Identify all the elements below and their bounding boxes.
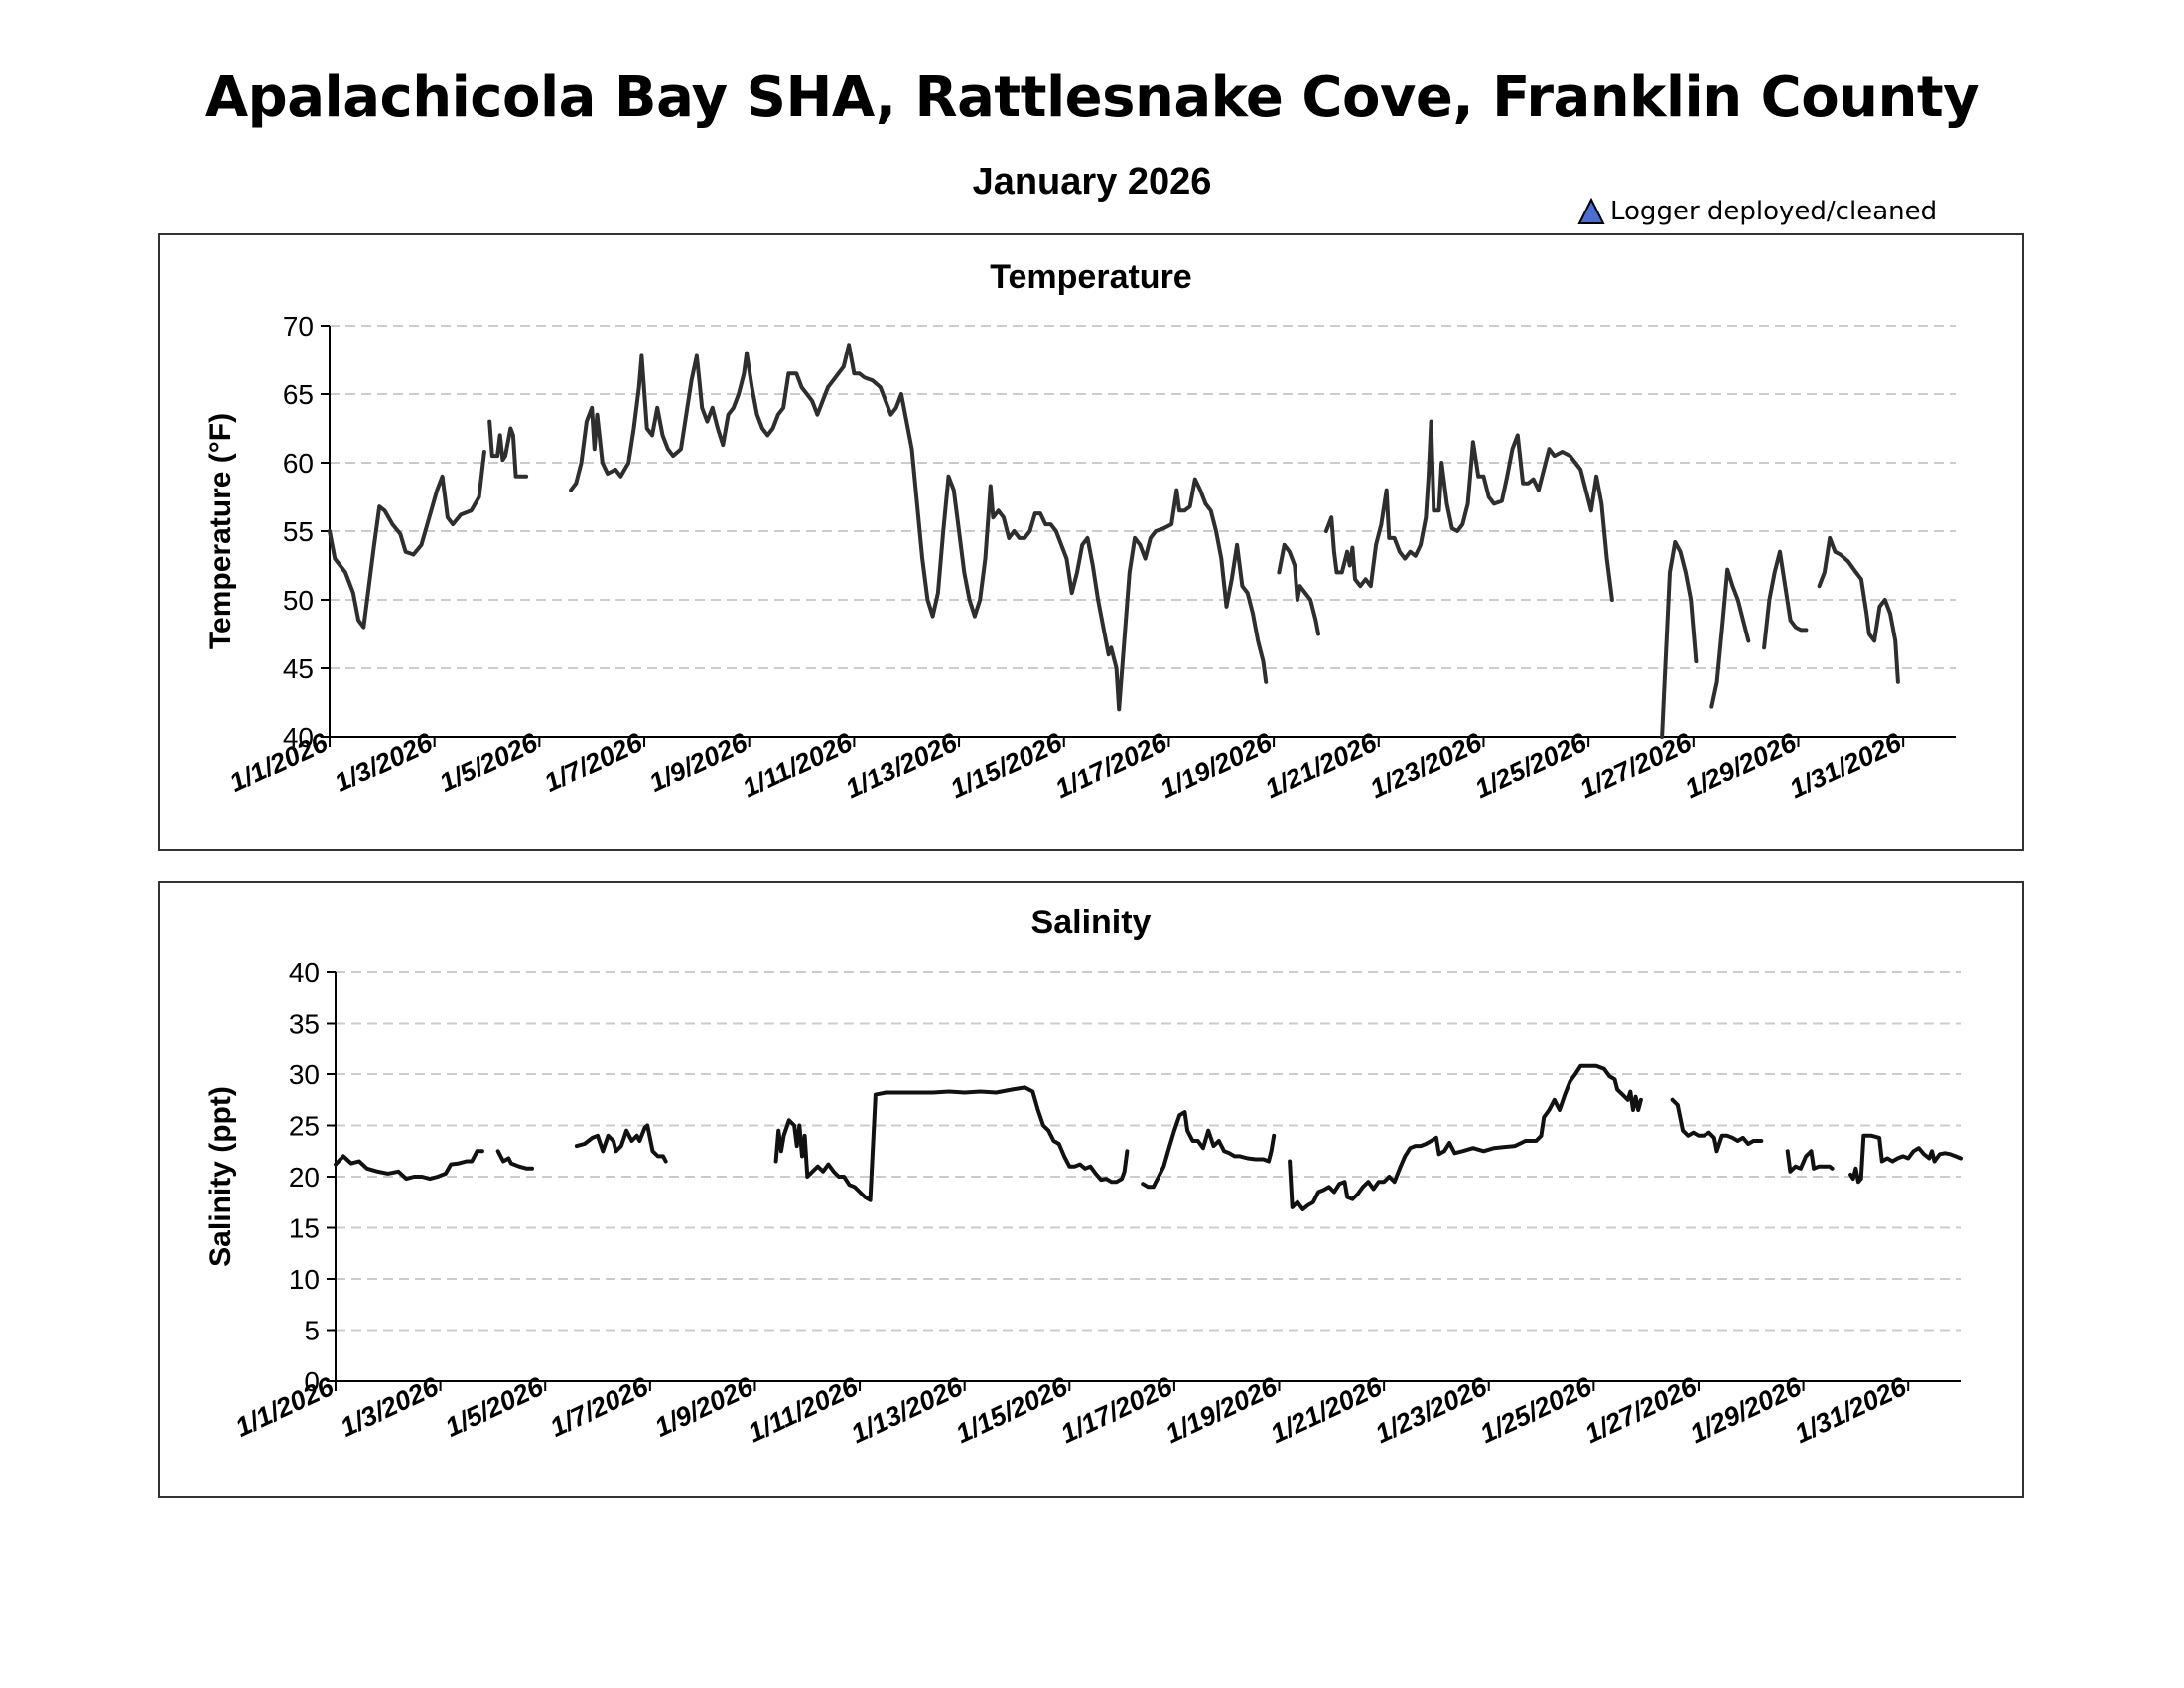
x-tick-label: 1/19/2026 bbox=[1161, 1371, 1283, 1449]
x-tick-label: 1/17/2026 bbox=[1056, 1371, 1177, 1449]
legend: Logger deployed/cleaned bbox=[1576, 195, 1937, 228]
x-tick-label: 1/25/2026 bbox=[1470, 727, 1591, 804]
page-title: Apalachicola Bay SHA, Rattlesnake Cove, … bbox=[205, 66, 1979, 130]
temperature-chart: Temperature Temperature (°F) 40 45 50 55 60 65 7… bbox=[158, 233, 2024, 851]
y-tick-label: 50 bbox=[283, 585, 314, 616]
y-axis-label: Salinity (ppt) bbox=[205, 1086, 237, 1267]
y-tick-label: 10 bbox=[289, 1264, 320, 1295]
salinity-series-segment bbox=[1288, 1063, 1643, 1211]
x-tick-label: 1/11/2026 bbox=[738, 727, 858, 804]
y-tick-label: 15 bbox=[289, 1213, 320, 1244]
x-tick-label: 1/29/2026 bbox=[1686, 1371, 1807, 1449]
y-tick-label: 30 bbox=[289, 1059, 320, 1090]
salinity-series-segment bbox=[773, 1085, 1130, 1202]
x-tick-label: 1/21/2026 bbox=[1261, 727, 1382, 804]
temperature-series-segment bbox=[1709, 567, 1751, 709]
x-tick-label: 1/27/2026 bbox=[1580, 1371, 1702, 1449]
y-tick-label: 35 bbox=[289, 1009, 320, 1040]
legend-label: Logger deployed/cleaned bbox=[1610, 197, 1938, 226]
temperature-series-segment bbox=[487, 419, 529, 479]
x-tick-label: 1/15/2026 bbox=[946, 727, 1067, 804]
y-tick-label: 45 bbox=[283, 653, 314, 684]
temperature-series-segment bbox=[1817, 535, 1900, 684]
x-tick-label: 1/31/2026 bbox=[1785, 727, 1906, 804]
salinity-series-segment bbox=[495, 1149, 534, 1171]
x-tick-label: 1/13/2026 bbox=[841, 727, 962, 804]
y-axis-label: Temperature (°F) bbox=[205, 413, 237, 649]
x-tick-label: 1/21/2026 bbox=[1266, 1371, 1387, 1449]
x-tick-label: 1/31/2026 bbox=[1790, 1371, 1911, 1449]
x-tick-label: 1/13/2026 bbox=[847, 1371, 968, 1449]
x-tick-label: 1/29/2026 bbox=[1680, 727, 1801, 804]
x-tick-label: 1/1/2026 bbox=[231, 1371, 340, 1443]
y-tick-label: 65 bbox=[283, 379, 314, 410]
x-tick-label: 1/27/2026 bbox=[1575, 727, 1697, 804]
x-tick-label: 1/23/2026 bbox=[1371, 1371, 1492, 1449]
salinity-series-segment bbox=[574, 1123, 668, 1164]
y-tick-label: 55 bbox=[283, 516, 314, 547]
y-tick-label: 0 bbox=[304, 1366, 320, 1397]
y-tick-label: 40 bbox=[289, 957, 320, 988]
x-tick-label: 1/1/2026 bbox=[225, 727, 334, 798]
triangle-marker-icon bbox=[1577, 197, 1605, 224]
temperature-series-segment bbox=[1277, 542, 1320, 636]
chart-title: Salinity bbox=[1031, 904, 1152, 941]
temperature-series-segment bbox=[328, 450, 486, 630]
temperature-series-segment bbox=[1323, 419, 1614, 602]
y-tick-label: 60 bbox=[283, 448, 314, 479]
salinity-series-segment bbox=[1141, 1110, 1277, 1190]
x-tick-label: 1/15/2026 bbox=[951, 1371, 1072, 1449]
y-tick-label: 70 bbox=[283, 311, 314, 342]
y-tick-label: 5 bbox=[304, 1316, 320, 1346]
salinity-series-segment bbox=[334, 1149, 484, 1182]
chart-frame bbox=[158, 881, 2024, 1498]
temperature-series-segment bbox=[1762, 549, 1809, 650]
x-tick-label: 1/17/2026 bbox=[1050, 727, 1171, 804]
chart-title: Temperature bbox=[990, 258, 1191, 296]
y-tick-label: 25 bbox=[289, 1111, 320, 1142]
temperature-series-segment bbox=[1660, 540, 1699, 739]
chart-frame bbox=[158, 233, 2024, 851]
y-tick-label: 20 bbox=[289, 1162, 320, 1193]
salinity-series-segment bbox=[1785, 1149, 1835, 1174]
salinity-chart: Salinity Salinity (ppt) 0 5 10 15 20 25 30 35 40 1/… bbox=[158, 881, 2024, 1498]
temperature-series-segment bbox=[569, 343, 1269, 712]
salinity-series-segment bbox=[1848, 1133, 1963, 1185]
page-subtitle: January 2026 bbox=[972, 161, 1212, 203]
salinity-series-segment bbox=[1670, 1097, 1764, 1154]
x-tick-label: 1/23/2026 bbox=[1365, 727, 1486, 804]
x-tick-label: 1/11/2026 bbox=[744, 1371, 864, 1449]
y-tick-label: 40 bbox=[283, 722, 314, 753]
x-tick-label: 1/25/2026 bbox=[1475, 1371, 1596, 1449]
x-tick-label: 1/19/2026 bbox=[1156, 727, 1277, 804]
